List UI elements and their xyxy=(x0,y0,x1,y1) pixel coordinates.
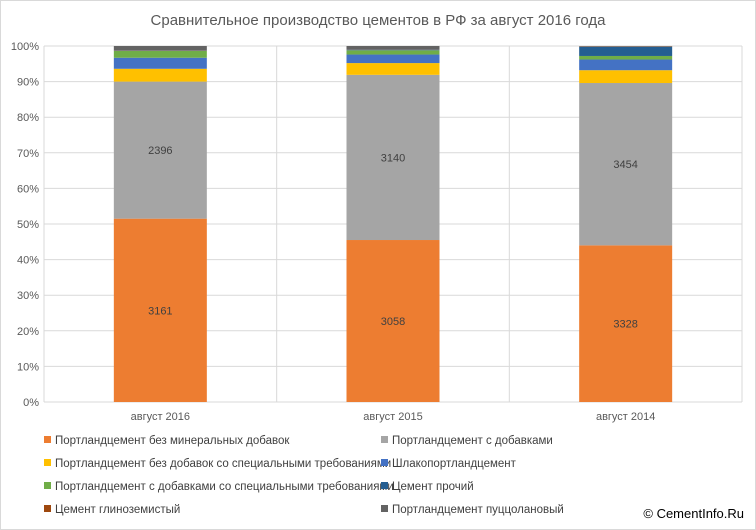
y-tick-label: 100% xyxy=(11,41,39,53)
bar-segment xyxy=(113,46,207,51)
legend-label: Портландцемент с добавками со специальны… xyxy=(55,481,394,493)
y-tick-label: 40% xyxy=(17,255,39,267)
bar-segment xyxy=(346,74,440,241)
data-label: 3454 xyxy=(613,159,637,171)
bar-segment xyxy=(113,81,207,219)
x-tick-label: август 2015 xyxy=(363,411,422,423)
bar-segment xyxy=(346,50,440,55)
bar-segment xyxy=(579,83,673,246)
chart-title: Сравнительное производство цементов в РФ… xyxy=(151,12,607,29)
legend-item: Портландцемент с добавками со специальны… xyxy=(44,481,394,493)
legend-item: Цемент прочий xyxy=(381,481,474,493)
data-label: 3161 xyxy=(148,305,172,317)
legend-item: Портландцемент пуццолановый xyxy=(381,504,564,516)
legend-item: Шлакопортландцемент xyxy=(381,458,516,470)
y-tick-label: 50% xyxy=(17,219,39,231)
bar-segment xyxy=(579,46,673,56)
y-tick-label: 0% xyxy=(23,397,39,409)
bar-segment xyxy=(579,245,673,402)
legend-item: Цемент глиноземистый xyxy=(44,504,180,516)
y-tick-label: 70% xyxy=(17,148,39,160)
legend-label: Портландцемент без добавок со специальны… xyxy=(55,458,392,470)
x-tick-label: август 2014 xyxy=(596,411,655,423)
legend-swatch xyxy=(381,459,388,466)
legend-item: Портландцемент без минеральных добавок xyxy=(44,435,289,447)
bar-segment xyxy=(113,57,207,69)
legend-label: Портландцемент без минеральных добавок xyxy=(55,435,290,447)
legend-swatch xyxy=(381,436,388,443)
data-label: 3328 xyxy=(613,319,637,331)
y-tick-label: 60% xyxy=(17,183,39,195)
legend-swatch xyxy=(44,482,51,489)
y-tick-label: 30% xyxy=(17,290,39,302)
bar-segment xyxy=(579,70,673,84)
y-tick-label: 10% xyxy=(17,361,39,373)
y-tick-label: 20% xyxy=(17,326,39,338)
legend-label: Шлакопортландцемент xyxy=(392,458,516,470)
bar-segment xyxy=(346,49,440,51)
legend-label: Цемент глиноземистый xyxy=(55,504,181,516)
bar-segment xyxy=(346,54,440,64)
legend-swatch xyxy=(381,482,388,489)
bars: 3161 2396 3058 3140 3328 3454 xyxy=(113,46,673,402)
legend-label: Портландцемент с добавками xyxy=(392,435,553,447)
bar-segment xyxy=(113,218,207,402)
y-tick-label: 80% xyxy=(17,112,39,124)
bar-segment xyxy=(346,63,440,75)
legend-swatch xyxy=(44,459,51,466)
legend-label: Портландцемент пуццолановый xyxy=(392,504,564,516)
bar-segment xyxy=(579,55,673,60)
data-label: 2396 xyxy=(148,145,172,157)
bar-segment xyxy=(113,50,207,58)
bar-segment xyxy=(346,240,440,402)
watermark: © CementInfo.Ru xyxy=(643,506,744,521)
bar-segment xyxy=(346,46,440,50)
legend-swatch xyxy=(44,505,51,512)
bar-segment xyxy=(579,59,673,71)
x-axis-ticks: август 2016 август 2015 август 2014 xyxy=(131,411,656,423)
legend-item: Портландцемент с добавками xyxy=(381,435,553,447)
y-tick-label: 90% xyxy=(17,77,39,89)
y-axis-ticks: 0% 10% 20% 30% 40% 50% 60% 70% 80% 90% 100% xyxy=(11,41,39,409)
bar-segment xyxy=(113,68,207,82)
data-label: 3058 xyxy=(381,316,405,328)
legend-item: Портландцемент без добавок со специальны… xyxy=(44,458,391,470)
data-label: 3140 xyxy=(381,152,405,164)
x-tick-label: август 2016 xyxy=(131,411,190,423)
legend-label: Цемент прочий xyxy=(392,481,474,493)
legend-swatch xyxy=(381,505,388,512)
legend-swatch xyxy=(44,436,51,443)
